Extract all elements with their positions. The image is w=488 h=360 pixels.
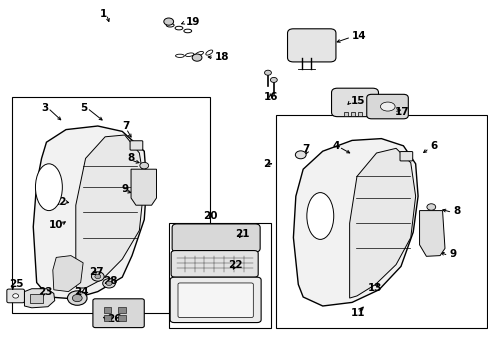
Text: 10: 10 [49,220,63,230]
Text: 12: 12 [52,197,67,207]
Text: 11: 11 [350,308,365,318]
Ellipse shape [295,151,305,159]
Circle shape [106,281,112,285]
FancyBboxPatch shape [93,299,144,328]
Bar [343,112,347,116]
Text: 23: 23 [38,287,52,297]
Ellipse shape [380,102,394,111]
FancyBboxPatch shape [130,141,142,150]
Ellipse shape [140,162,148,169]
Text: 13: 13 [367,283,382,293]
Circle shape [264,70,271,75]
Circle shape [95,274,101,279]
Circle shape [91,272,104,281]
Polygon shape [293,139,417,306]
FancyBboxPatch shape [7,289,24,303]
FancyBboxPatch shape [331,88,378,117]
Text: 9: 9 [121,184,128,194]
Polygon shape [33,126,146,299]
Text: 18: 18 [215,52,229,62]
Bar [276,115,486,328]
Circle shape [13,294,19,298]
Text: 28: 28 [102,276,117,286]
Circle shape [67,291,87,305]
Text: 1: 1 [100,9,107,19]
FancyBboxPatch shape [287,29,335,62]
Circle shape [192,54,202,61]
Text: 25: 25 [9,279,23,289]
FancyBboxPatch shape [170,277,261,323]
Bar [103,315,111,321]
Polygon shape [131,169,156,205]
Text: 26: 26 [107,314,122,324]
Text: 14: 14 [351,31,366,41]
Circle shape [102,279,115,288]
FancyBboxPatch shape [172,224,260,252]
Text: 24: 24 [74,287,89,297]
Text: 27: 27 [89,267,104,277]
Circle shape [72,294,82,302]
Text: 21: 21 [234,229,249,239]
FancyBboxPatch shape [178,283,253,318]
Text: 20: 20 [203,211,217,221]
Bar [118,307,126,313]
Polygon shape [53,256,83,292]
Text: 7: 7 [122,121,129,131]
Text: 4: 4 [332,141,339,151]
Ellipse shape [306,193,333,239]
Text: 9: 9 [448,249,456,259]
Text: 3: 3 [41,103,49,113]
Text: 8: 8 [127,153,134,163]
Text: 8: 8 [452,206,460,216]
Polygon shape [419,211,444,256]
Text: 17: 17 [394,107,409,117]
Polygon shape [24,289,55,308]
FancyBboxPatch shape [171,251,258,277]
Bar [103,307,111,313]
FancyBboxPatch shape [399,152,412,161]
Bar [12,97,210,313]
Ellipse shape [36,164,62,211]
Text: 16: 16 [264,92,278,102]
Bar [118,315,126,321]
Text: 7: 7 [302,144,309,154]
Bar [358,112,362,116]
Circle shape [163,18,173,25]
Bar [350,112,354,116]
Text: 15: 15 [350,96,365,106]
Bar [168,223,271,328]
Ellipse shape [426,204,435,210]
Text: 6: 6 [429,141,437,151]
Polygon shape [349,148,415,298]
Text: 22: 22 [228,260,243,270]
FancyBboxPatch shape [366,94,407,119]
Text: 2: 2 [263,159,270,169]
Text: 5: 5 [81,103,88,113]
Text: 19: 19 [185,17,200,27]
Polygon shape [76,135,144,288]
Circle shape [270,77,277,82]
Bar [30,294,42,303]
